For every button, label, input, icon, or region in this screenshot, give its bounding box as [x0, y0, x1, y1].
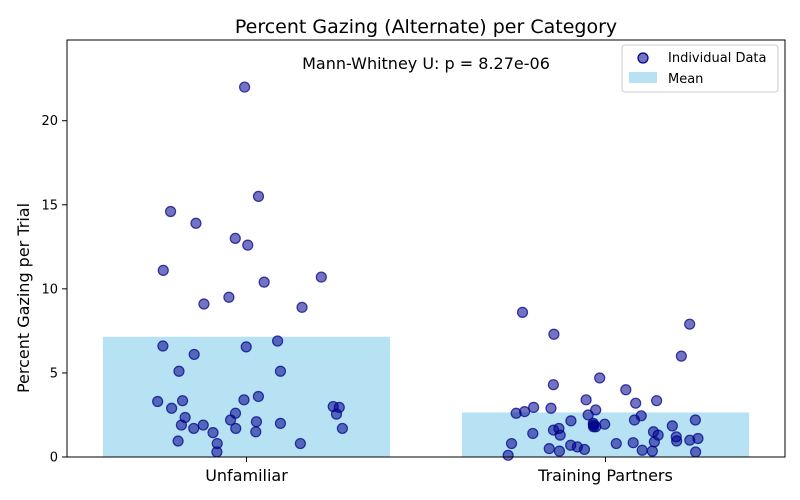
data-point: [252, 390, 265, 403]
data-point: [510, 407, 522, 419]
data-point: [250, 416, 263, 428]
data-point: [636, 444, 648, 456]
data-point: [296, 301, 308, 313]
data-point: [502, 449, 514, 461]
legend: Individual Data Mean: [621, 44, 779, 93]
data-point: [315, 271, 327, 283]
x-tick-label-1: Training Partners: [537, 466, 673, 485]
data-point: [190, 217, 202, 229]
data-point: [258, 276, 270, 288]
plot-area: 0 5 10 15 20 Unfamiliar Training Partners: [41, 39, 786, 485]
data-point: [223, 291, 235, 303]
data-point: [211, 446, 223, 458]
data-point: [157, 264, 169, 276]
data-point: [188, 422, 200, 435]
data-point: [207, 427, 219, 439]
data-point: [164, 205, 177, 218]
data-point: [252, 190, 265, 202]
data-point: [238, 394, 250, 406]
legend-entry-mean: Mean: [668, 72, 703, 87]
y-tick-label: 0: [50, 451, 58, 466]
data-point: [516, 306, 529, 318]
data-point: [628, 414, 641, 426]
data-point: [242, 239, 254, 251]
data-point: [578, 443, 591, 456]
data-point: [230, 422, 242, 435]
data-point: [580, 394, 592, 406]
data-point: [198, 298, 210, 310]
y-tick-label: 10: [41, 282, 58, 297]
data-point: [197, 419, 209, 431]
data-point: [188, 348, 200, 361]
legend-point-swatch: [637, 52, 649, 64]
data-point: [543, 442, 555, 455]
data-point: [166, 402, 178, 414]
data-point: [505, 437, 518, 450]
data-point: [648, 436, 660, 448]
data-point: [651, 395, 663, 407]
data-point: [590, 404, 602, 416]
data-point: [336, 422, 348, 435]
data-point: [330, 408, 343, 420]
legend-frame: [621, 44, 779, 93]
data-point: [527, 427, 539, 440]
data-point: [666, 420, 678, 432]
data-point: [271, 335, 284, 347]
legend-entry-individual-data: Individual Data: [668, 51, 766, 66]
y-tick-label: 15: [41, 198, 58, 213]
data-point: [610, 437, 622, 450]
data-point: [684, 318, 696, 330]
data-point: [630, 397, 642, 409]
data-point: [690, 446, 702, 458]
data-point: [173, 365, 185, 377]
data-point: [684, 434, 696, 446]
axes-frame: [66, 39, 786, 458]
data-point: [547, 379, 559, 391]
data-point: [582, 409, 594, 421]
data-point: [294, 437, 306, 450]
data-point: [646, 445, 658, 457]
data-point: [274, 365, 287, 377]
data-point: [548, 328, 560, 340]
data-point: [274, 417, 287, 429]
data-point: [176, 395, 189, 407]
mann-whitney-annotation: Mann-Whitney U: p = 8.27e-06: [302, 54, 550, 73]
data-point: [240, 341, 252, 353]
y-tick-label: 20: [41, 114, 58, 129]
data-point: [565, 415, 577, 427]
data-point: [175, 419, 188, 431]
data-point: [620, 384, 632, 396]
data-point: [553, 445, 566, 457]
legend-mean-swatch: [629, 72, 657, 83]
data-point: [224, 414, 237, 426]
data-point: [157, 340, 169, 352]
data-point: [528, 401, 540, 413]
data-point: [250, 426, 262, 438]
data-point: [239, 81, 251, 93]
data-point: [229, 232, 241, 245]
data-point: [587, 421, 600, 433]
data-point: [172, 435, 184, 447]
data-point: [545, 402, 557, 414]
data-point: [594, 372, 606, 384]
data-point: [675, 350, 687, 362]
data-point: [152, 395, 164, 408]
data-point: [627, 437, 639, 449]
data-point: [554, 429, 566, 441]
x-tick-label-0: Unfamiliar: [205, 466, 288, 485]
data-point: [689, 414, 701, 426]
data-point: [671, 435, 683, 447]
y-axis-label: Percent Gazing per Trial: [14, 203, 33, 393]
chart-title: Percent Gazing (Alternate) per Category: [235, 16, 617, 38]
y-tick-label: 5: [50, 366, 58, 381]
